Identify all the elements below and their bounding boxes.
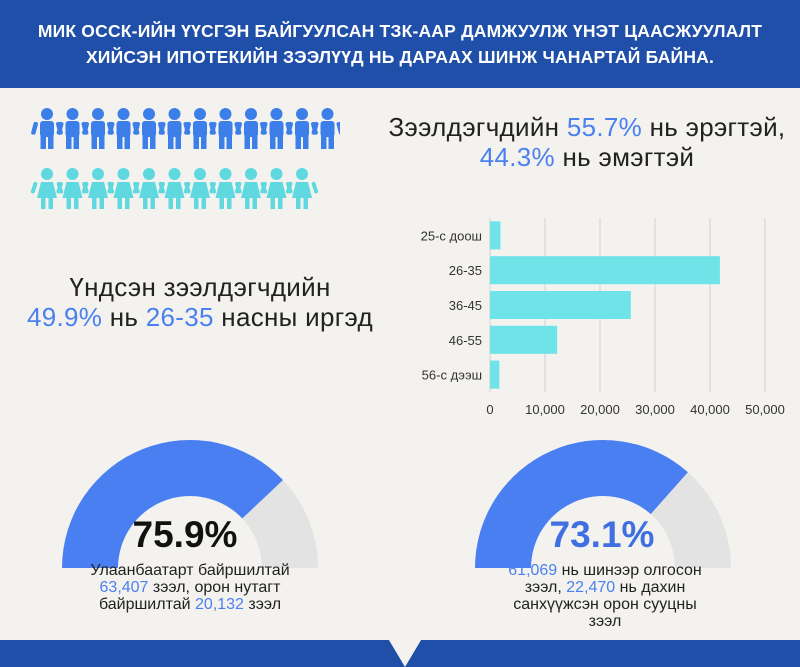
category-label: 56-с дээш xyxy=(422,368,482,383)
gender-prefix: Зээлдэгчдийн xyxy=(388,112,567,142)
location-caption: Улаанбаатарт байршилтай 63,407 зээл, оро… xyxy=(40,562,340,613)
people-icons xyxy=(30,108,340,209)
category-label: 26-35 xyxy=(449,263,482,278)
male-person-icon xyxy=(286,108,318,149)
category-label: 25-с доош xyxy=(421,228,482,243)
age-suffix: насны иргэд xyxy=(213,302,374,332)
x-tick-label: 0 xyxy=(486,402,493,417)
age-percent: 49.9% xyxy=(26,302,103,332)
female-person-icon xyxy=(209,168,242,209)
new-loan-caption-line4: зээл xyxy=(588,613,622,630)
female-percent: 44.3% xyxy=(479,142,555,172)
bar xyxy=(490,325,558,354)
gauge-remainder xyxy=(650,472,731,568)
header-line-2: ХИЙСЭН ИПОТЕКИЙН ЗЭЭЛҮҮД НЬ ДАРААХ ШИНЖ … xyxy=(85,47,715,67)
female-person-icon xyxy=(107,168,140,209)
header-line-1: МИК ОССК-ИЙН ҮҮСГЭН БАЙГУУЛСАН ТЗК-ААР Д… xyxy=(37,21,763,41)
x-tick-label: 10,000 xyxy=(525,402,565,417)
header-banner: МИК ОССК-ИЙН ҮҮСГЭН БАЙГУУЛСАН ТЗК-ААР Д… xyxy=(0,0,800,88)
refinanced-count: 22,470 xyxy=(566,579,616,596)
new-loan-caption-line2-pre: зээл, xyxy=(524,579,567,596)
people-pictogram xyxy=(30,104,340,214)
down-arrow-icon xyxy=(383,630,427,667)
x-tick-label: 50,000 xyxy=(745,402,785,417)
location-caption-line3-pre: байршилтай xyxy=(98,596,196,613)
gauge-remainder xyxy=(242,480,318,568)
gauge-fill xyxy=(475,440,688,568)
male-person-icon xyxy=(209,108,242,149)
female-person-icon xyxy=(285,168,319,209)
location-caption-line2: зээл, орон нутагт xyxy=(148,579,281,596)
location-caption-line1: Улаанбаатарт байршилтай xyxy=(90,562,290,579)
gender-statement: Зээлдэгчдийн 55.7% нь эрэгтэй, 44.3% нь … xyxy=(382,112,792,172)
x-tick-label: 20,000 xyxy=(580,402,620,417)
age-prefix: Үндсэн зээлдэгчдийн xyxy=(69,272,331,302)
new-loan-count: 61,069 xyxy=(508,562,558,579)
location-gauge xyxy=(62,439,318,568)
new-loan-caption: 61,069 нь шинээр олгосон зээл, 22,470 нь… xyxy=(455,562,755,630)
location-count-ub: 63,407 xyxy=(99,579,149,596)
male-percent: 55.7% xyxy=(566,112,643,142)
female-person-icon xyxy=(56,168,89,209)
new-loan-caption-line1: нь шинээр олгосон xyxy=(557,562,702,579)
new-loan-caption-line3: санхүүжсэн орон сууцны xyxy=(513,596,697,613)
location-percent: 75.9% xyxy=(132,514,238,555)
x-tick-label: 30,000 xyxy=(635,402,675,417)
male-person-icon xyxy=(158,108,191,149)
gender-suffix: нь эмэгтэй xyxy=(554,142,695,172)
age-range: 26-35 xyxy=(145,302,214,332)
category-label: 46-55 xyxy=(449,333,482,348)
age-bar-chart: 0 10,000 20,000 30,000 40,000 50,000 25-с доош… xyxy=(421,218,785,417)
female-person-icon xyxy=(234,168,268,209)
bar xyxy=(490,291,631,319)
bar xyxy=(490,360,500,389)
gauge-fill xyxy=(62,439,284,568)
male-person-icon xyxy=(133,108,165,149)
new-loan-gauge xyxy=(475,440,731,568)
category-label: 36-45 xyxy=(449,298,482,313)
new-loan-caption-line2-rest: нь дахин xyxy=(615,579,686,596)
male-person-icon xyxy=(82,108,114,149)
location-caption-line3-rest: зээл xyxy=(243,596,282,613)
age-mid: нь xyxy=(102,302,146,332)
bar xyxy=(490,221,501,250)
gender-mid: нь эрэгтэй, xyxy=(642,112,786,142)
x-tick-label: 40,000 xyxy=(690,402,730,417)
new-loan-percent: 73.1% xyxy=(549,514,655,555)
location-count-rural: 20,132 xyxy=(195,596,244,613)
bar xyxy=(490,256,720,285)
male-person-icon xyxy=(311,108,340,149)
age-statement: Үндсэн зээлдэгчдийн 49.9% нь 26-35 насны… xyxy=(10,272,390,332)
female-person-icon xyxy=(260,168,293,209)
